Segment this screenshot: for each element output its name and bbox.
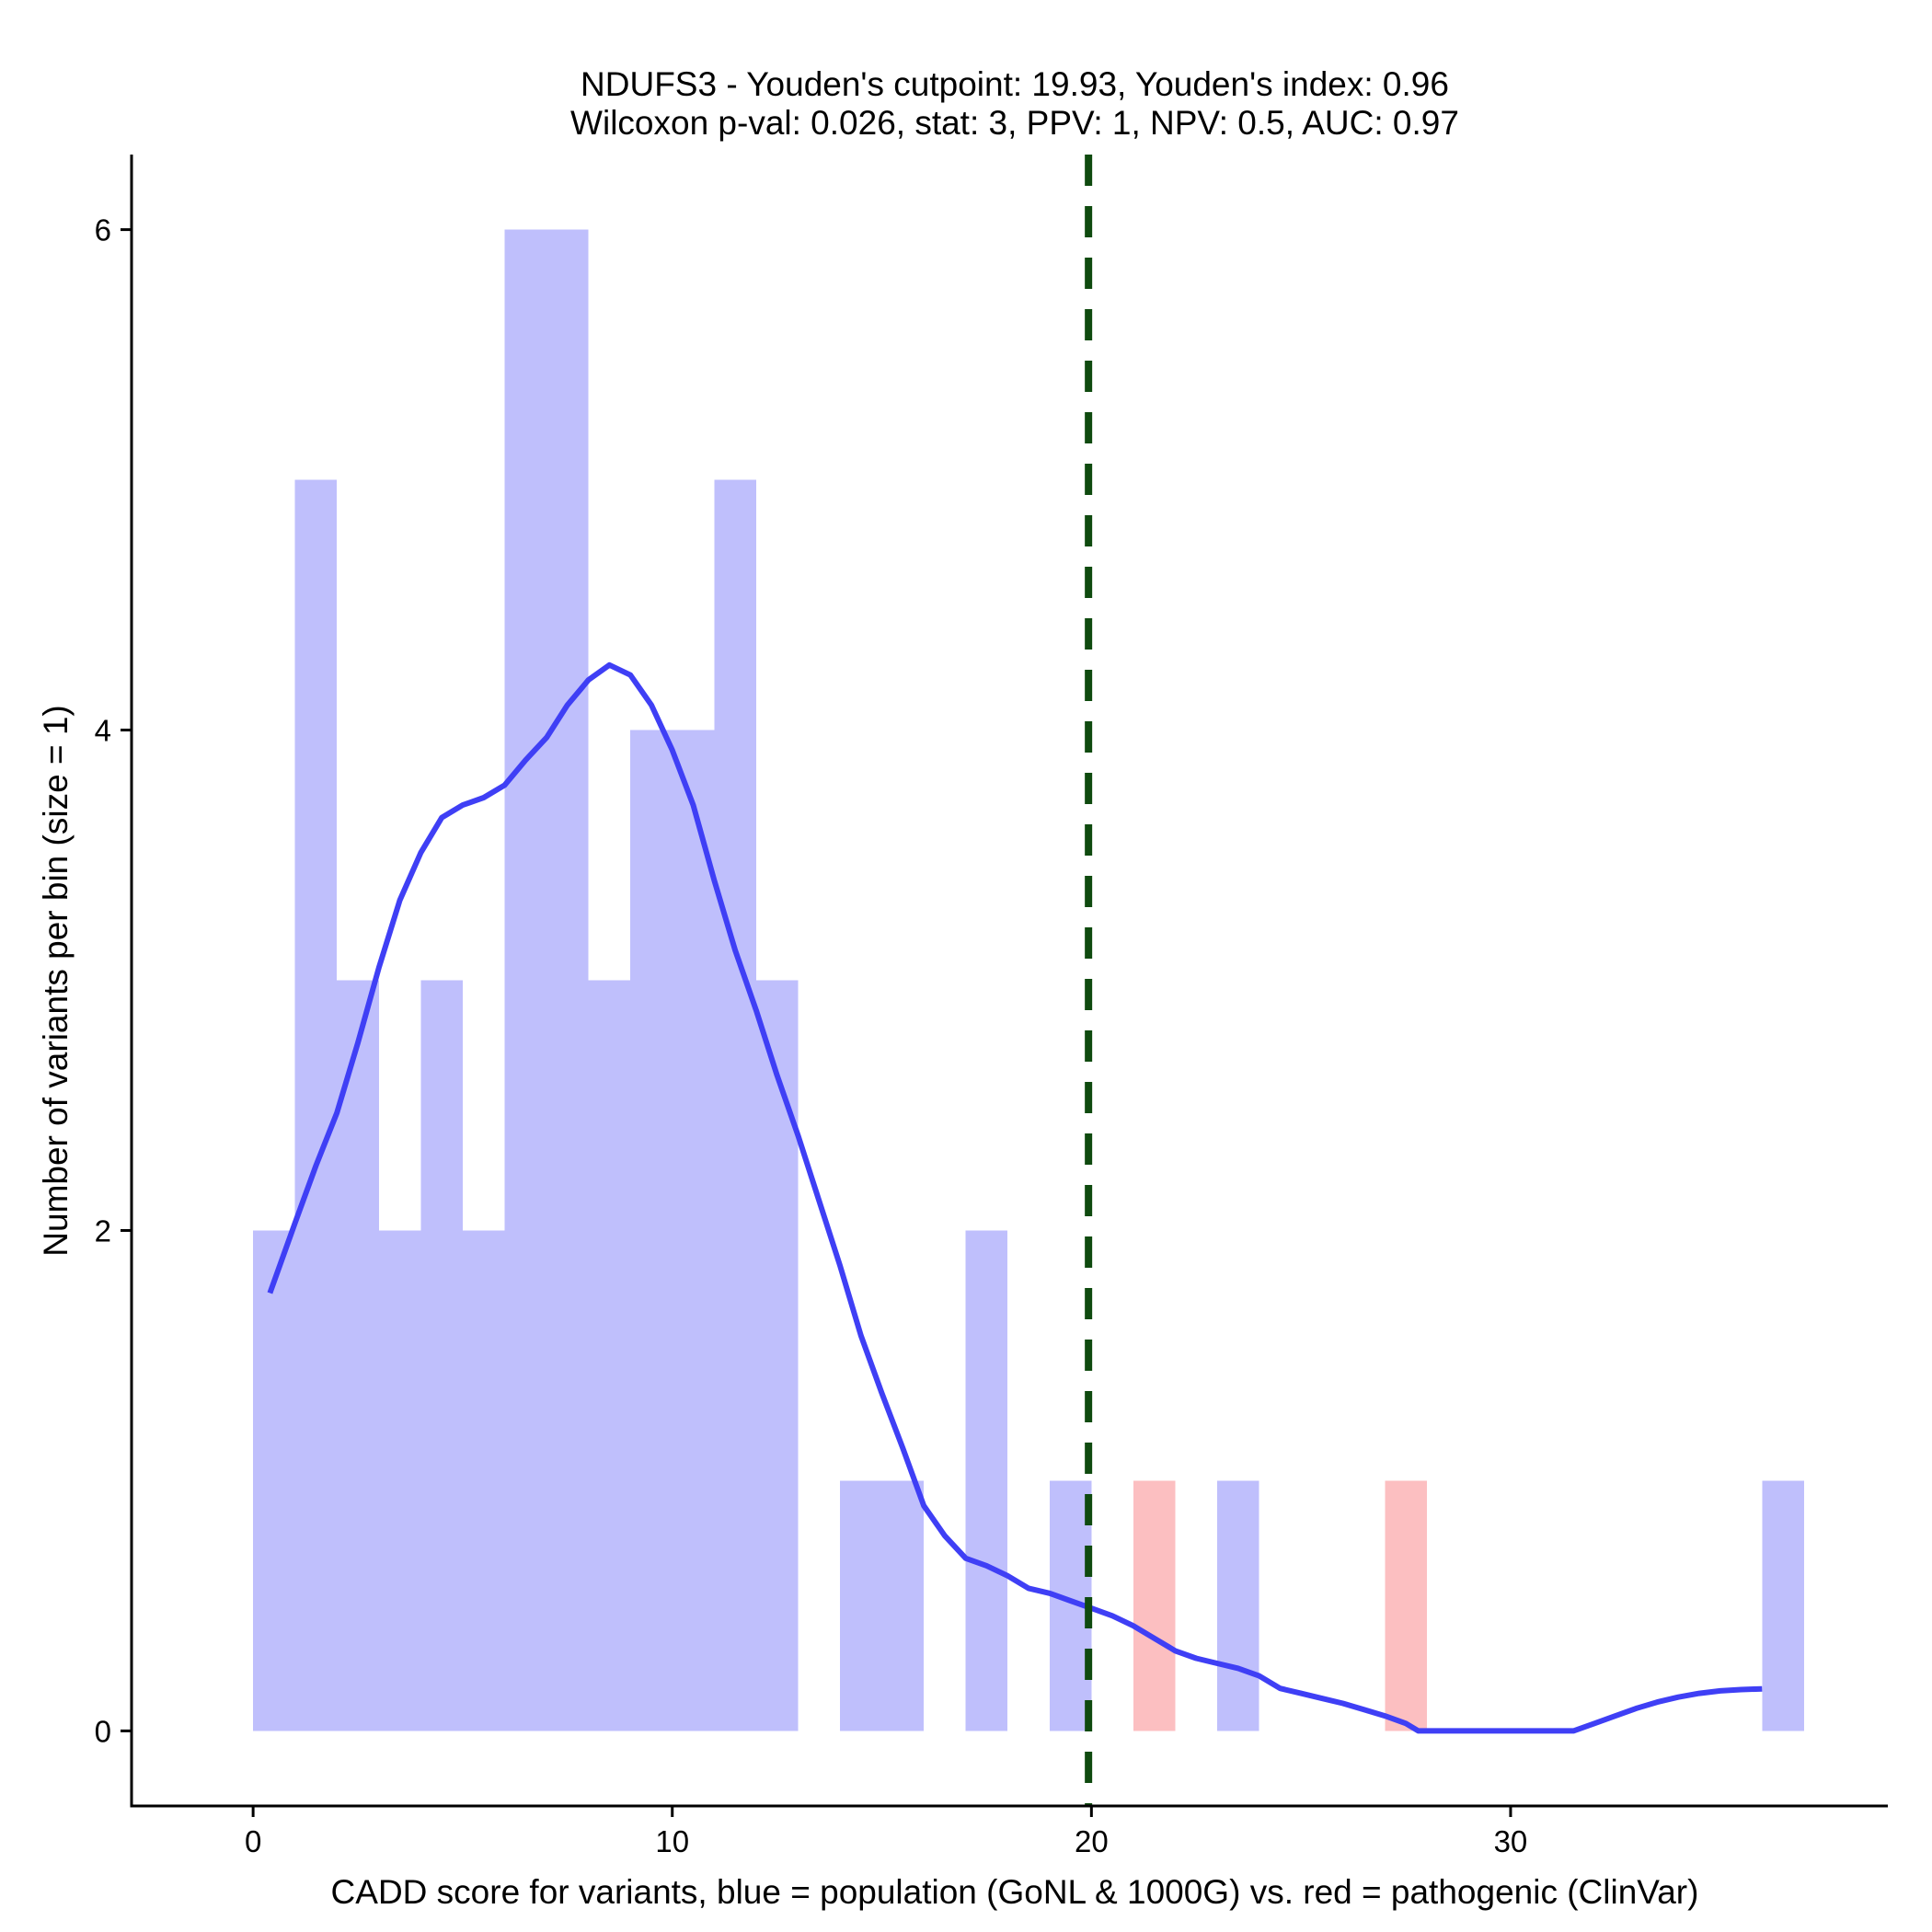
- x-tick-label: 20: [1075, 1824, 1109, 1858]
- histogram-bar-series1: [588, 980, 631, 1731]
- histogram-bar-series1: [755, 980, 799, 1731]
- histogram-bar-series1: [1217, 1480, 1259, 1731]
- histogram-bar-series1: [462, 1230, 505, 1731]
- x-tick-label: 10: [655, 1824, 689, 1858]
- histogram-bar-series1: [294, 479, 338, 1731]
- x-tick-label: 0: [245, 1824, 261, 1858]
- histogram-bar-series2: [1385, 1480, 1427, 1731]
- axes: 0 10 20 30 0 2 4 6: [95, 155, 1888, 1858]
- y-axis-label: Number of variants per bin (size = 1): [37, 705, 75, 1256]
- x-tick-label: 30: [1494, 1824, 1528, 1858]
- histogram-bar-series1: [504, 229, 547, 1731]
- histogram-bar-series1: [630, 730, 673, 1731]
- chart-title-line2: Wilcoxon p-val: 0.026, stat: 3, PPV: 1, …: [570, 104, 1459, 142]
- histogram-bar-series1: [1762, 1480, 1804, 1731]
- y-tick-label: 0: [95, 1714, 111, 1748]
- histogram-bar-series1: [337, 980, 379, 1731]
- y-tick-label: 6: [95, 213, 111, 247]
- histogram-bar-series1: [378, 1230, 421, 1731]
- histogram-bar-series1: [965, 1230, 1008, 1731]
- histogram-bar-series1: [546, 229, 589, 1731]
- density-curve-layer: [267, 661, 1763, 1734]
- histogram-bars: [253, 229, 1804, 1731]
- chart-title-line1: NDUFS3 - Youden's cutpoint: 19.93, Youde…: [581, 65, 1449, 103]
- histogram-bar-series1: [672, 730, 715, 1731]
- density-curve: [267, 661, 1763, 1734]
- histogram-bar-series1: [420, 980, 463, 1731]
- x-axis-label: CADD score for variants, blue = populati…: [331, 1873, 1699, 1911]
- histogram-bar-series1: [714, 479, 756, 1731]
- y-tick-label: 2: [95, 1213, 111, 1248]
- histogram-bar-series1: [839, 1480, 882, 1731]
- histogram-bar-series1: [253, 1230, 295, 1731]
- y-tick-label: 4: [95, 714, 111, 748]
- histogram-bar-series1: [881, 1480, 925, 1731]
- histogram-bar-series2: [1133, 1480, 1176, 1731]
